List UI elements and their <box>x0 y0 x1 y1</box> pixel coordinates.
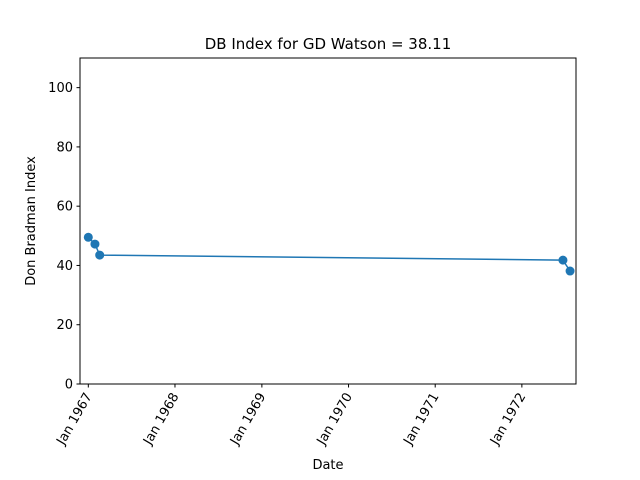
x-tick-label: Jan 1967 <box>54 391 96 449</box>
y-tick-label: 40 <box>56 259 73 274</box>
x-tick-label: Jan 1971 <box>401 391 443 449</box>
x-tick-label: Jan 1972 <box>487 391 529 449</box>
series-line <box>87 236 571 272</box>
x-tick-label: Jan 1969 <box>227 391 269 449</box>
axis-layer: 0 20 40 60 80 100 Jan 1967 Jan 1968 Jan 1969 Jan … <box>48 81 529 448</box>
y-tick-label: 80 <box>56 140 73 155</box>
data-point <box>90 239 100 249</box>
x-tick-label: Jan 1970 <box>314 391 356 449</box>
x-tick-label: Jan 1968 <box>140 391 182 449</box>
data-point <box>558 255 568 265</box>
y-axis-title: Don Bradman Index <box>24 156 39 286</box>
y-tick-label: 60 <box>56 200 73 215</box>
y-tick-label: 100 <box>48 81 73 96</box>
plot-frame <box>79 57 577 385</box>
chart-title: DB Index for GD Watson = 38.11 <box>205 35 452 53</box>
data-point <box>95 250 105 260</box>
y-tick-label: 0 <box>65 378 73 393</box>
data-point <box>565 266 575 276</box>
y-tick-label: 20 <box>56 318 73 333</box>
x-axis-title: Date <box>312 458 343 473</box>
data-point <box>83 232 93 242</box>
plot-layer <box>83 232 575 276</box>
